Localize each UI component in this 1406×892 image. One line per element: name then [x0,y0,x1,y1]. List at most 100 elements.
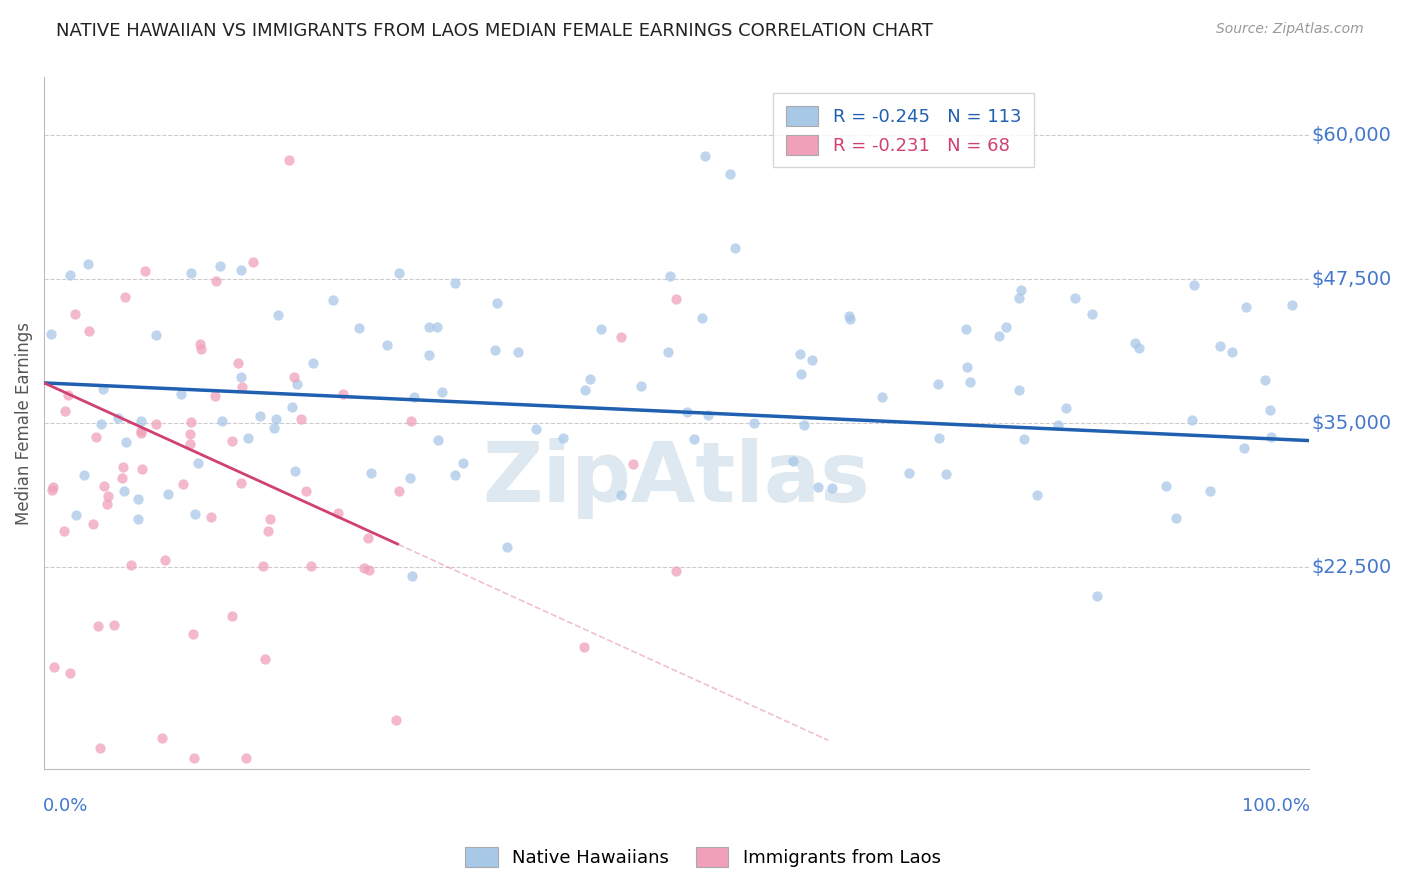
Point [1258,402,1281,417]
Point [153,553,176,567]
Point [290,412,312,426]
Point [401,569,423,583]
Point [683,432,706,446]
Point [301,355,323,369]
Point [1008,291,1031,305]
Point [1208,339,1230,353]
Point [59,665,82,680]
Point [332,386,354,401]
Point [551,431,574,445]
Point [277,153,299,168]
Point [426,319,449,334]
Point [1064,291,1087,305]
Point [801,352,824,367]
Point [789,347,811,361]
Point [235,750,257,764]
Legend: R = -0.245   N = 113, R = -0.231   N = 68: R = -0.245 N = 113, R = -0.231 N = 68 [773,94,1033,168]
Point [169,387,191,401]
Point [87,619,110,633]
Text: $22,500: $22,500 [1312,558,1392,577]
Point [1220,344,1243,359]
Point [200,510,222,524]
Point [572,640,595,655]
Legend: Native Hawaiians, Immigrants from Laos: Native Hawaiians, Immigrants from Laos [458,839,948,874]
Point [285,377,308,392]
Point [690,310,713,325]
Point [1085,589,1108,603]
Point [718,167,741,181]
Point [665,564,688,578]
Point [995,320,1018,334]
Point [236,431,259,445]
Point [129,425,152,440]
Point [111,460,134,475]
Point [1281,297,1303,311]
Point [284,464,307,478]
Point [1233,441,1256,455]
Point [65,508,87,522]
Point [357,531,380,545]
Point [388,266,411,280]
Point [935,467,957,481]
Point [430,384,453,399]
Point [328,506,350,520]
Point [59,268,82,283]
Point [56,388,79,402]
Text: 0.0%: 0.0% [42,797,89,814]
Text: $47,500: $47,500 [1312,269,1392,289]
Point [898,467,921,481]
Point [486,296,509,310]
Point [41,483,63,497]
Point [150,731,173,745]
Point [231,369,253,384]
Point [228,356,250,370]
Point [190,342,212,356]
Point [610,330,633,344]
Point [589,322,612,336]
Point [127,492,149,507]
Point [928,431,950,445]
Point [793,418,815,433]
Point [1182,277,1205,292]
Point [1128,341,1150,355]
Point [927,377,949,392]
Point [724,242,747,256]
Point [283,370,305,384]
Point [988,329,1011,343]
Point [134,263,156,277]
Point [188,337,211,351]
Point [630,379,652,393]
Point [221,434,243,448]
Text: 100.0%: 100.0% [1241,797,1310,814]
Point [131,414,153,428]
Point [156,486,179,500]
Point [1154,479,1177,493]
Point [782,454,804,468]
Point [484,343,506,357]
Point [172,476,194,491]
Point [264,411,287,425]
Point [53,524,76,538]
Point [267,308,290,322]
Point [229,476,252,491]
Point [349,321,371,335]
Point [65,308,87,322]
Point [1234,300,1257,314]
Point [181,627,204,641]
Text: Source: ZipAtlas.com: Source: ZipAtlas.com [1216,22,1364,37]
Point [77,324,100,338]
Point [388,484,411,499]
Point [676,405,699,419]
Point [1047,418,1070,433]
Point [444,468,467,483]
Y-axis label: Median Female Earnings: Median Female Earnings [15,322,32,524]
Point [183,750,205,764]
Point [1026,488,1049,502]
Point [187,456,209,470]
Point [127,512,149,526]
Point [254,652,277,666]
Point [955,322,977,336]
Point [131,424,153,438]
Point [659,269,682,284]
Point [496,540,519,554]
